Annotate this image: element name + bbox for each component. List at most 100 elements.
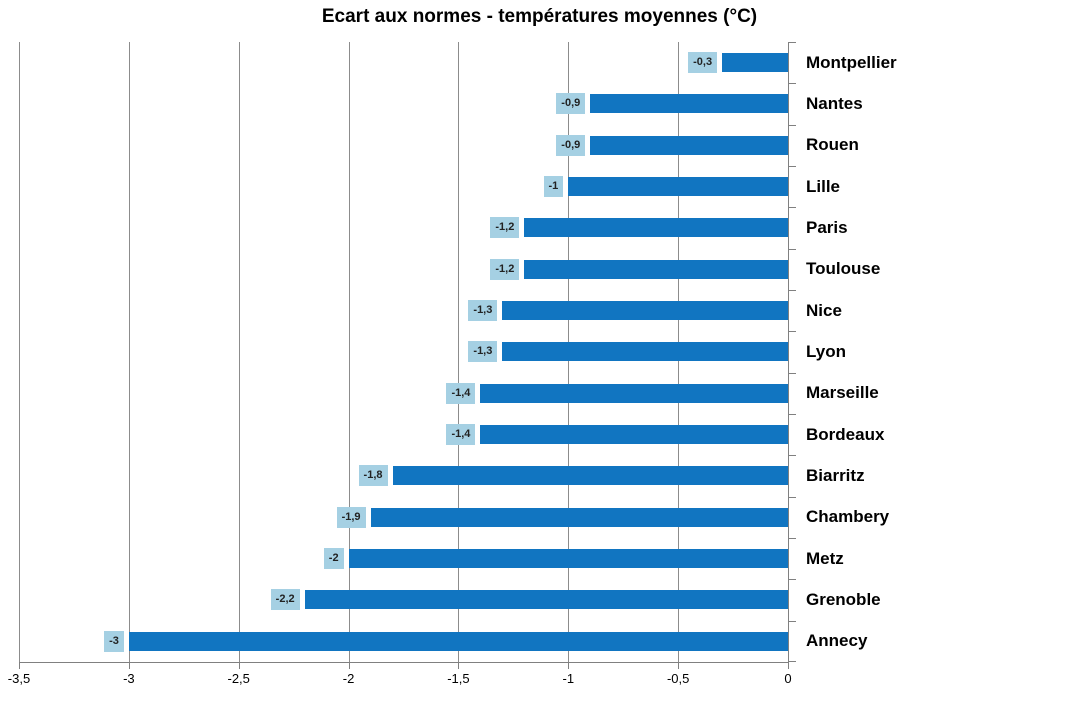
- gridline: [19, 42, 20, 662]
- category-tick: [788, 290, 796, 291]
- bar-row: -1,4: [19, 414, 788, 455]
- chart-title: Ecart aux normes - températures moyennes…: [321, 6, 758, 27]
- bar-row: -2: [19, 538, 788, 579]
- gridline: [348, 42, 350, 662]
- bar-row: -0,9: [19, 83, 788, 124]
- x-tick-label: -1,5: [447, 671, 470, 686]
- bar[interactable]: [348, 549, 788, 569]
- bar-row: -1,4: [19, 373, 788, 414]
- category-label: Nice: [806, 300, 842, 320]
- bar[interactable]: [370, 507, 788, 527]
- x-tick: [19, 663, 20, 669]
- bar[interactable]: [590, 135, 788, 155]
- x-tick-label: -2: [342, 671, 355, 686]
- gridline: [128, 42, 130, 662]
- category-tick: [788, 42, 796, 43]
- bar-row: -3: [19, 621, 788, 662]
- category-label: Bordeaux: [806, 424, 885, 444]
- x-tick-label: -1: [562, 671, 575, 686]
- bar[interactable]: [502, 301, 788, 321]
- category-tick: [788, 538, 796, 539]
- category-label: Lille: [806, 176, 841, 196]
- category-label: Metz: [806, 548, 844, 568]
- value-label: -1,3: [468, 341, 498, 363]
- x-tick: [128, 663, 130, 669]
- bar[interactable]: [304, 590, 788, 610]
- bar-row: -0,3: [19, 42, 788, 83]
- value-label: -1: [543, 176, 564, 198]
- x-tick-label: -3,5: [7, 671, 31, 686]
- category-tick: [788, 331, 796, 333]
- category-label: Rouen: [806, 135, 859, 155]
- gridline: [238, 42, 240, 662]
- value-label: -2: [323, 548, 344, 570]
- category-label: Paris: [806, 217, 848, 237]
- plot-area: -0,3 -0,9 -0,9 -1 -1,2 -1,2 -1,3 -1,3 -1…: [19, 42, 796, 663]
- category-label: Annecy: [806, 631, 868, 651]
- value-label: -0,9: [556, 93, 586, 115]
- value-label: -1,2: [490, 258, 520, 280]
- x-tick: [458, 663, 460, 669]
- bar[interactable]: [128, 631, 788, 651]
- x-tick: [348, 663, 350, 669]
- bar[interactable]: [480, 425, 788, 445]
- value-label: -1,9: [336, 506, 366, 528]
- category-label: Montpellier: [806, 52, 897, 72]
- category-tick: [788, 166, 796, 167]
- x-tick: [238, 663, 240, 669]
- category-tick: [788, 248, 796, 250]
- category-label: Chambery: [806, 507, 890, 527]
- bar-row: -2,2: [19, 579, 788, 620]
- value-label: -1,4: [446, 382, 476, 404]
- value-label: -0,3: [688, 52, 718, 74]
- category-tick: [788, 579, 796, 581]
- category-tick: [788, 455, 796, 457]
- x-tick-label: -3: [123, 671, 135, 686]
- category-tick: [788, 372, 796, 374]
- category-label: Nantes: [806, 93, 863, 113]
- category-label: Marseille: [806, 383, 879, 403]
- value-label: -1,8: [358, 465, 388, 487]
- x-tick-label: 0: [784, 671, 792, 686]
- bar[interactable]: [502, 342, 788, 362]
- category-label: Biarritz: [806, 465, 865, 485]
- category-label: Toulouse: [806, 259, 881, 279]
- bar-row: -0,9: [19, 125, 788, 166]
- bar[interactable]: [480, 383, 788, 403]
- bar[interactable]: [524, 259, 788, 279]
- bar-row: -1: [19, 166, 788, 207]
- category-tick: [788, 207, 796, 209]
- x-tick: [788, 663, 789, 669]
- x-tick-label: -0,5: [666, 671, 690, 686]
- category-tick: [788, 124, 796, 126]
- category-label: Grenoble: [806, 589, 881, 609]
- value-label: -1,2: [490, 217, 520, 239]
- x-tick: [678, 663, 680, 669]
- category-label: Lyon: [806, 341, 846, 361]
- category-tick: [788, 414, 796, 415]
- value-label: -3: [104, 630, 124, 652]
- value-label: -0,9: [556, 134, 586, 156]
- x-tick: [568, 663, 570, 669]
- x-tick-label: -2,5: [227, 671, 250, 686]
- value-label: -1,4: [446, 424, 476, 446]
- gridline: [458, 42, 460, 662]
- category-axis: Montpellier Nantes Rouen Lille Paris Toulouse…: [806, 42, 1076, 662]
- value-label: -1,3: [468, 300, 498, 322]
- bar[interactable]: [568, 177, 788, 197]
- bar[interactable]: [722, 53, 788, 73]
- category-tick: [788, 496, 796, 498]
- bar-row: -1,2: [19, 249, 788, 290]
- category-tick: [788, 620, 796, 622]
- bar[interactable]: [392, 466, 788, 486]
- x-axis: -3,5 -3 -2,5 -2 -1,5 -1 -0,5 0: [8, 663, 792, 695]
- bar-row: -1,3: [19, 290, 788, 331]
- bar-row: -1,8: [19, 455, 788, 496]
- category-tick: [788, 661, 796, 662]
- bar[interactable]: [524, 218, 788, 238]
- bar-row: -1,3: [19, 331, 788, 372]
- category-tick: [788, 83, 796, 85]
- bar[interactable]: [590, 94, 788, 114]
- value-label: -2,2: [270, 589, 300, 611]
